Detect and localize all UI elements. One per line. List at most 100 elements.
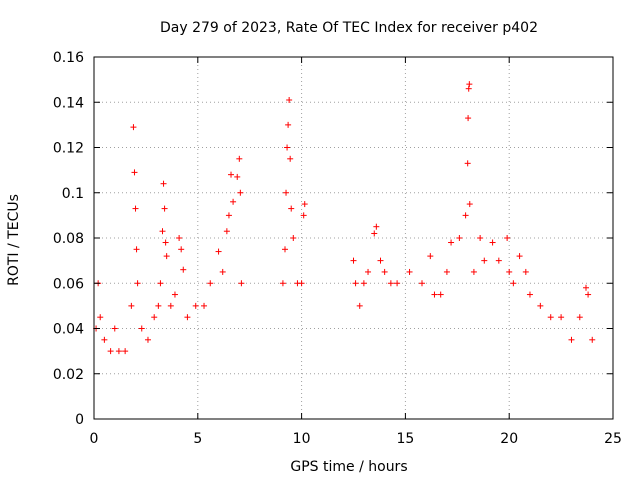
data-point — [132, 205, 139, 212]
data-point — [301, 201, 308, 208]
data-point — [290, 235, 297, 241]
data-point — [381, 268, 388, 275]
data-point — [219, 268, 226, 275]
data-point — [464, 160, 471, 167]
data-point — [285, 121, 292, 128]
data-point — [365, 268, 372, 275]
data-point — [111, 325, 118, 332]
y-tick-label: 0 — [75, 412, 84, 428]
data-point — [234, 173, 241, 180]
data-point — [298, 280, 305, 287]
data-point — [281, 246, 288, 253]
chart-title: Day 279 of 2023, Rate Of TEC Index for r… — [160, 20, 538, 36]
data-point — [443, 268, 450, 275]
data-point — [279, 280, 286, 287]
data-point — [585, 291, 592, 298]
data-point — [583, 284, 590, 291]
data-point — [151, 314, 158, 321]
y-axis-label: ROTI / TECUs — [6, 194, 22, 286]
data-point — [448, 239, 455, 246]
data-point — [230, 198, 237, 205]
x-tick-label: 0 — [90, 431, 99, 447]
data-point — [394, 280, 401, 287]
data-point — [510, 280, 517, 287]
data-point — [207, 280, 214, 287]
data-point — [377, 257, 384, 264]
data-point — [115, 348, 122, 355]
data-point — [360, 280, 367, 287]
data-point — [163, 253, 170, 260]
data-point — [286, 96, 293, 103]
data-point — [201, 302, 208, 309]
data-point — [504, 235, 511, 241]
data-point — [228, 171, 235, 178]
data-point — [287, 155, 294, 162]
data-point — [576, 314, 583, 321]
data-point — [465, 85, 472, 92]
data-point — [225, 212, 232, 219]
data-point — [138, 325, 145, 332]
data-point — [288, 205, 295, 212]
data-point — [180, 266, 187, 273]
x-tick-label: 10 — [293, 431, 311, 447]
data-point — [144, 336, 151, 343]
data-point — [131, 169, 138, 176]
y-tick-label: 0.12 — [53, 141, 84, 157]
data-point — [176, 235, 183, 241]
data-point — [237, 189, 244, 196]
data-point — [427, 253, 434, 260]
data-point — [547, 314, 554, 321]
ticks: 0 5 10 15 20 25 0 0.02 0.04 0.06 0.08 0.1 0.12 0.14 0.… — [53, 50, 622, 447]
data-point — [456, 235, 463, 241]
data-point — [470, 268, 477, 275]
data-point — [223, 228, 230, 235]
data-point — [178, 246, 185, 253]
data-point — [356, 302, 363, 309]
data-point — [162, 239, 169, 246]
data-point — [122, 348, 129, 355]
data-point — [130, 124, 137, 131]
data-point — [350, 257, 357, 264]
data-point — [462, 212, 469, 219]
y-tick-label: 0.1 — [62, 186, 84, 202]
data-point — [466, 201, 473, 208]
data-point — [568, 336, 575, 343]
data-point — [97, 314, 104, 321]
y-tick-label: 0.14 — [53, 95, 84, 111]
data-point — [236, 155, 243, 162]
data-point — [506, 268, 513, 275]
data-point — [489, 239, 496, 246]
data-point — [101, 336, 108, 343]
data-point — [161, 205, 168, 212]
data-point — [107, 348, 114, 355]
data-point — [238, 280, 245, 287]
data-point — [373, 223, 380, 230]
data-point — [516, 253, 523, 260]
data-point — [526, 291, 533, 298]
data-point — [387, 280, 394, 287]
data-point — [406, 268, 413, 275]
x-tick-label: 25 — [604, 431, 622, 447]
data-point — [465, 115, 472, 122]
data-point — [192, 302, 199, 309]
data-point — [477, 235, 484, 241]
data-point — [134, 280, 141, 287]
data-point — [481, 257, 488, 264]
data-point — [159, 228, 166, 235]
x-axis-label: GPS time / hours — [290, 459, 407, 475]
x-tick-label: 5 — [193, 431, 202, 447]
data-point — [522, 268, 529, 275]
y-tick-label: 0.06 — [53, 276, 84, 292]
x-tick-label: 20 — [500, 431, 518, 447]
data-point — [371, 230, 378, 237]
data-point — [300, 212, 307, 219]
x-tick-label: 15 — [396, 431, 414, 447]
data-point — [284, 144, 291, 151]
data-point — [157, 280, 164, 287]
data-point — [167, 302, 174, 309]
data-point — [419, 280, 426, 287]
data-point — [133, 246, 140, 253]
y-tick-label: 0.16 — [53, 50, 84, 66]
